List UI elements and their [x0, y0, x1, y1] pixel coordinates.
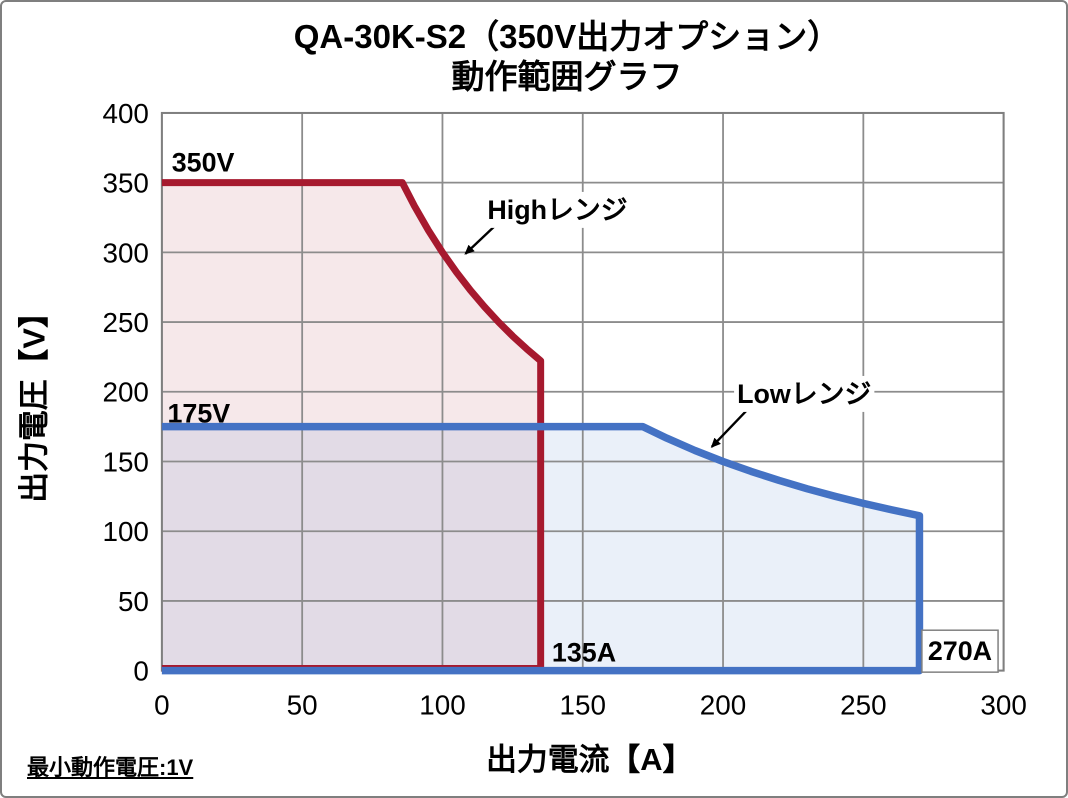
chart-title-line2: 動作範囲グラフ [451, 58, 683, 95]
label-270a-bg [921, 629, 999, 673]
series-line-low [161, 422, 924, 675]
x-axis-title: 出力電流【A】 [486, 742, 693, 777]
y-tick-label-100: 100 [102, 516, 148, 547]
y-tick-label-150: 150 [102, 446, 148, 477]
x-tick-label-100: 100 [419, 689, 465, 720]
series-line-high [161, 179, 545, 673]
x-tick-label-250: 250 [840, 689, 886, 720]
y-tick-label-50: 50 [118, 586, 149, 617]
y-tick-label-350: 350 [102, 168, 148, 199]
label-high-range: Highレンジ [487, 195, 627, 225]
label-high-range-bg [484, 191, 631, 228]
x-tick-label-200: 200 [700, 689, 746, 720]
x-tick-label-50: 50 [287, 689, 318, 720]
min-voltage-note: 最小動作電圧:1V [27, 755, 194, 780]
y-tick-label-0: 0 [133, 656, 149, 687]
y-tick-label-250: 250 [102, 307, 148, 338]
chart-title-line1: QA-30K-S2（350V出力オプション） [293, 18, 841, 55]
y-tick-label-300: 300 [102, 237, 148, 268]
y-tick-label-400: 400 [102, 98, 148, 129]
label-135a: 135A [552, 638, 616, 668]
label-270a: 270A [928, 636, 992, 666]
x-tick-label-300: 300 [980, 689, 1026, 720]
y-axis-title: 出力電圧【V】 [16, 297, 51, 503]
label-350v: 350V [172, 147, 235, 177]
arrow-high-range [464, 222, 498, 255]
x-tick-label-150: 150 [560, 689, 606, 720]
x-tick-label-0: 0 [154, 689, 170, 720]
label-175v: 175V [167, 398, 230, 428]
label-low-range: Lowレンジ [737, 379, 871, 409]
label-low-range-bg [734, 375, 875, 412]
y-tick-label-200: 200 [102, 377, 148, 408]
